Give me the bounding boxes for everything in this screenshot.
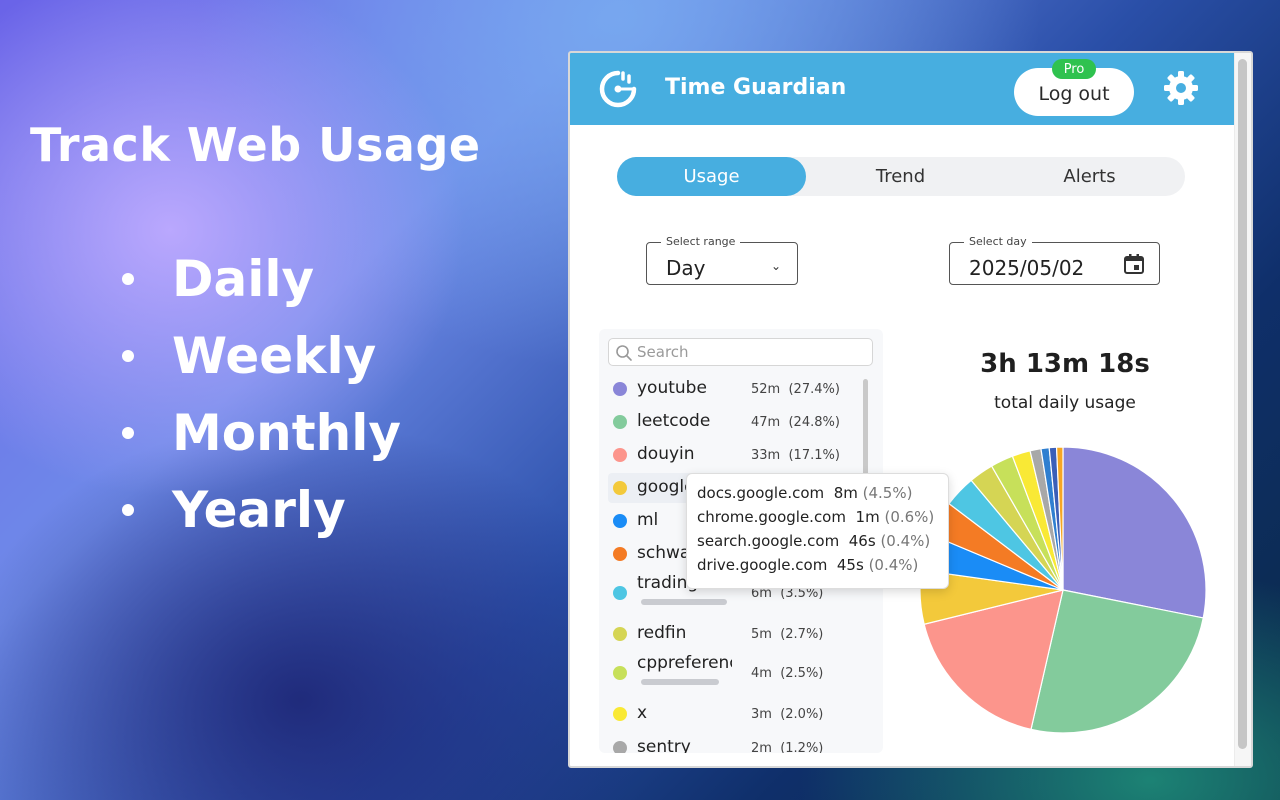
promo-bullet: Weekly — [122, 317, 401, 394]
site-row[interactable]: x 3m (2.0%) — [608, 699, 866, 729]
color-swatch — [613, 514, 627, 528]
color-swatch — [613, 586, 627, 600]
bullet-dot-icon — [122, 503, 134, 516]
clock-logo-icon — [599, 70, 637, 108]
site-row[interactable]: cppreference 4m (2.5%) — [608, 653, 866, 685]
bullet-dot-icon — [122, 426, 134, 439]
site-time: 3m (2.0%) — [751, 707, 824, 722]
day-picker-value: 2025/05/02 — [969, 256, 1085, 280]
site-time: 33m (17.1%) — [751, 448, 840, 463]
site-row[interactable]: sentry 2m (1.2%) — [608, 733, 866, 753]
tab-trend[interactable]: Trend — [875, 166, 926, 187]
bullet-text: Weekly — [172, 326, 377, 385]
bullet-dot-icon — [122, 349, 134, 362]
color-swatch — [613, 666, 627, 680]
promo-headline: Track Web Usage — [30, 118, 481, 172]
site-row[interactable]: schwa — [608, 539, 866, 569]
site-name: douyin — [637, 444, 695, 464]
search-box[interactable] — [608, 338, 873, 366]
color-swatch — [613, 481, 627, 495]
search-icon — [616, 345, 632, 361]
tab-usage[interactable]: Usage — [617, 157, 806, 196]
promo-bullet-list: Daily Weekly Monthly Yearly — [122, 240, 401, 548]
promo-bullet: Yearly — [122, 471, 401, 548]
day-picker[interactable]: Select day 2025/05/02 — [949, 235, 1160, 285]
color-swatch — [613, 627, 627, 641]
pie-slice-youtube[interactable] — [1062, 446, 1207, 619]
app-header: Time Guardian Log out Pro — [570, 53, 1234, 125]
promo-bullet: Daily — [122, 240, 401, 317]
total-usage-caption: total daily usage — [994, 393, 1136, 413]
pie-slice-leetcode[interactable] — [1030, 589, 1204, 734]
site-name: google — [637, 477, 695, 497]
gear-icon[interactable] — [1161, 68, 1201, 108]
search-input[interactable] — [637, 342, 867, 362]
list-scrollbar-thumb[interactable] — [863, 379, 868, 529]
site-row[interactable]: youtube 52m (27.4%) — [608, 374, 866, 404]
tooltip-row: chrome.google.com 1m (0.6%) — [697, 508, 935, 526]
name-scrollbar[interactable] — [641, 679, 719, 685]
site-time: 52m (27.4%) — [751, 382, 840, 397]
view-tabs: Usage Trend Alerts — [617, 157, 1185, 196]
range-select[interactable]: Select range Day ⌄ — [646, 235, 798, 285]
promo-bullet: Monthly — [122, 394, 401, 471]
site-time: 5m (2.7%) — [751, 627, 824, 642]
tooltip-row: docs.google.com 8m (4.5%) — [697, 484, 913, 502]
color-swatch — [613, 547, 627, 561]
site-row[interactable]: douyin 33m (17.1%) — [608, 440, 866, 470]
site-time: 47m (24.8%) — [751, 415, 840, 430]
site-name: redfin — [637, 623, 687, 643]
chevron-down-icon: ⌄ — [770, 259, 781, 273]
name-scrollbar[interactable] — [641, 599, 727, 605]
site-name: youtube — [637, 378, 707, 398]
site-name: ml — [637, 510, 659, 530]
site-name: x — [637, 703, 648, 723]
site-time: 4m (2.5%) — [751, 666, 824, 681]
total-usage-value: 3h 13m 18s — [980, 349, 1150, 379]
site-time: 6m (3.5%) — [751, 586, 824, 601]
pie-slice-other-3[interactable] — [1055, 446, 1064, 591]
site-row[interactable]: redfin 5m (2.7%) — [608, 619, 866, 649]
bullet-dot-icon — [122, 272, 134, 285]
tooltip-row: drive.google.com 45s (0.4%) — [697, 556, 919, 574]
site-name: cppreference — [637, 653, 732, 673]
site-name: schwa — [637, 543, 691, 563]
bullet-text: Yearly — [172, 480, 346, 539]
site-row[interactable]: ml — [608, 506, 866, 536]
color-swatch — [613, 707, 627, 721]
site-name: sentry — [637, 737, 691, 753]
site-time: 2m (1.2%) — [751, 741, 824, 753]
calendar-icon[interactable] — [1123, 253, 1145, 275]
tab-alerts[interactable]: Alerts — [1063, 166, 1116, 187]
site-row[interactable]: leetcode 47m (24.8%) — [608, 407, 866, 437]
usage-pie-chart[interactable] — [918, 445, 1208, 735]
color-swatch — [613, 448, 627, 462]
range-select-label: Select range — [661, 235, 741, 248]
bullet-text: Monthly — [172, 403, 401, 462]
pie-slice-douyin[interactable] — [923, 589, 1064, 731]
range-select-value: Day — [666, 256, 706, 280]
color-swatch — [613, 382, 627, 396]
site-name: leetcode — [637, 411, 711, 431]
bullet-text: Daily — [172, 249, 315, 308]
app-window: Time Guardian Log out Pro Usage Trend Al… — [568, 51, 1253, 768]
color-swatch — [613, 415, 627, 429]
color-swatch — [613, 741, 627, 753]
app-title: Time Guardian — [665, 75, 847, 100]
pro-badge: Pro — [1052, 59, 1096, 79]
day-picker-label: Select day — [964, 235, 1032, 248]
google-breakdown-tooltip: docs.google.com 8m (4.5%) chrome.google.… — [686, 473, 949, 589]
tooltip-row: search.google.com 46s (0.4%) — [697, 532, 931, 550]
window-scrollbar-thumb[interactable] — [1238, 59, 1247, 749]
